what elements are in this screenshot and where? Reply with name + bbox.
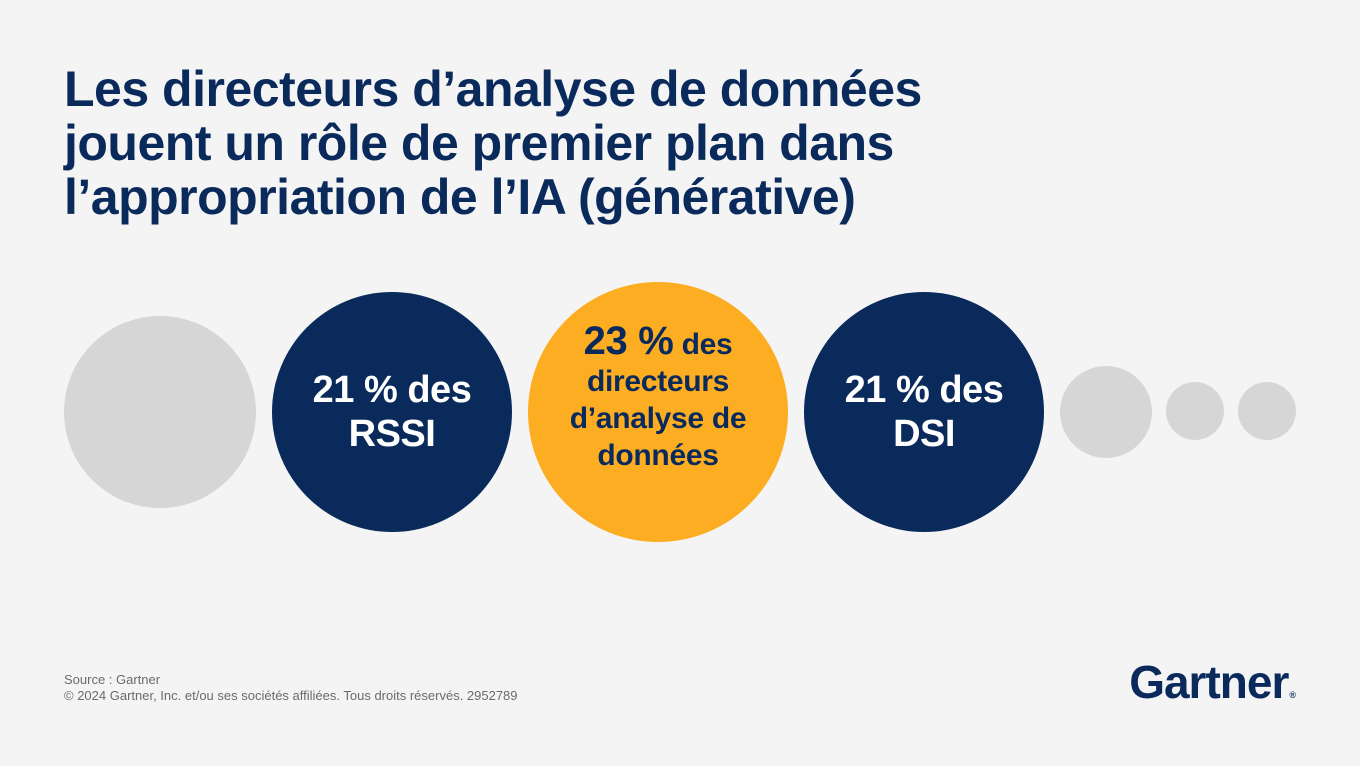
stat-bubble-rssi-text: 21 % des RSSI (313, 368, 472, 456)
stat-dsi-value: 21 % (844, 369, 930, 411)
page-title: Les directeurs d’analyse de données joue… (64, 62, 1184, 224)
stat-rssi-connector: des (407, 369, 472, 411)
stat-dsi-connector: des (939, 369, 1004, 411)
title-line-1: Les directeurs d’analyse de données (64, 61, 922, 117)
stat-data-analytics-connector: des (681, 327, 733, 361)
stat-data-analytics-group-line-3: données (597, 438, 719, 472)
stat-bubble-data-analytics-text: 23 % des directeurs d’analyse de données (569, 321, 747, 474)
stat-data-analytics-group-line-2: d’analyse de (569, 401, 747, 435)
stat-rssi-value: 21 % (312, 369, 398, 411)
stat-bubble-data-analytics: 23 % des directeurs d’analyse de données (528, 282, 788, 542)
source-note: Source : Gartner (64, 672, 161, 687)
stat-data-analytics-value: 23 % (583, 318, 674, 363)
stat-bubble-rssi: 21 % des RSSI (272, 292, 512, 532)
decorative-bubble-large (64, 316, 256, 508)
decorative-bubble-small-1 (1166, 382, 1224, 440)
gartner-logo: Gartner® (1129, 652, 1296, 725)
stat-bubble-dsi: 21 % des DSI (804, 292, 1044, 532)
title-line-3: l’appropriation de l’IA (générative) (64, 169, 856, 225)
title-line-2: jouent un rôle de premier plan dans (64, 115, 894, 171)
stat-dsi-group: DSI (893, 413, 955, 455)
logo-wordmark: Gartner (1129, 656, 1289, 708)
stat-bubble-dsi-text: 21 % des DSI (845, 368, 1004, 456)
copyright-note: © 2024 Gartner, Inc. et/ou ses sociétés … (64, 688, 518, 703)
stat-rssi-group: RSSI (348, 413, 436, 455)
footer: Source : Gartner © 2024 Gartner, Inc. et… (64, 672, 518, 704)
decorative-bubble-medium (1060, 366, 1152, 458)
registered-mark: ® (1289, 690, 1296, 700)
decorative-bubble-small-2 (1238, 382, 1296, 440)
stat-data-analytics-group-line-1: directeurs (586, 364, 730, 398)
